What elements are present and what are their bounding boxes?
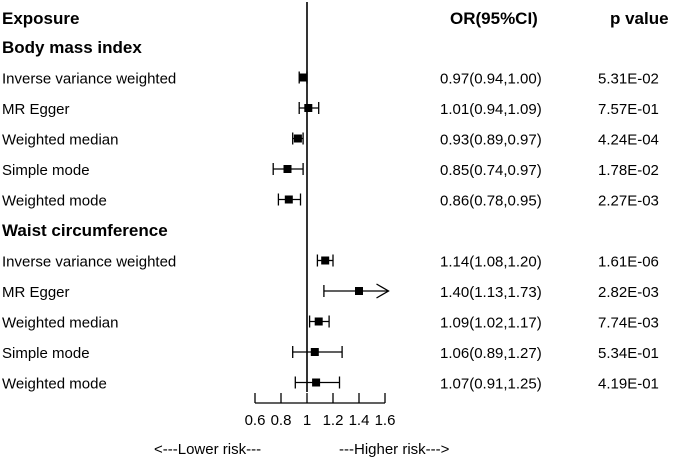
point-estimate xyxy=(304,104,313,112)
footer-lower-risk: <---Lower risk--- xyxy=(154,441,261,458)
p-value-text: 1.78E-02 xyxy=(598,162,659,179)
or-ci-text: 1.40(1.13,1.73) xyxy=(440,284,542,301)
group-title: Waist circumference xyxy=(2,221,168,240)
p-value-text: 5.34E-01 xyxy=(598,345,659,362)
point-estimate xyxy=(284,195,293,204)
method-label: MR Egger xyxy=(2,101,70,118)
point-estimate xyxy=(355,287,363,295)
p-value-text: 4.24E-04 xyxy=(598,132,659,149)
p-value-text: 2.82E-03 xyxy=(598,284,659,301)
group-title: Body mass index xyxy=(2,38,142,57)
point-estimate xyxy=(310,348,319,356)
ci-arrow xyxy=(376,283,390,299)
x-tick-label: 1.6 xyxy=(375,412,396,429)
method-label: Weighted median xyxy=(2,315,118,332)
point-estimate xyxy=(312,378,321,387)
method-label: Inverse variance weighted xyxy=(2,71,176,88)
or-ci-text: 1.01(0.94,1.09) xyxy=(440,101,542,118)
point-estimate xyxy=(321,256,330,265)
header-exposure: Exposure xyxy=(2,9,79,28)
footer-higher-risk: ---Higher risk---> xyxy=(339,441,450,458)
header-p-value: p value xyxy=(610,9,669,28)
x-axis: 0.6 0.8 1 1.2 1.4 1.6 xyxy=(245,393,396,429)
or-ci-text: 0.85(0.74,0.97) xyxy=(440,162,542,179)
or-ci-text: 1.07(0.91,1.25) xyxy=(440,376,542,393)
or-ci-text: 1.06(0.89,1.27) xyxy=(440,345,542,362)
method-label: Weighted mode xyxy=(2,376,107,393)
p-value-text: 4.19E-01 xyxy=(598,376,659,393)
or-ci-text: 1.09(1.02,1.17) xyxy=(440,315,542,332)
or-ci-text: 1.14(1.08,1.20) xyxy=(440,254,542,271)
method-label: Weighted mode xyxy=(2,193,107,210)
header-or-ci: OR(95%CI) xyxy=(450,9,538,28)
x-tick-label: 0.8 xyxy=(271,412,292,429)
forest-rows: Body mass index Inverse variance weighted… xyxy=(2,2,659,393)
x-tick-label: 0.6 xyxy=(245,412,266,429)
or-ci-text: 0.86(0.78,0.95) xyxy=(440,193,542,210)
p-value-text: 2.27E-03 xyxy=(598,193,659,210)
p-value-text: 7.74E-03 xyxy=(598,315,659,332)
or-ci-text: 0.93(0.89,0.97) xyxy=(440,132,542,149)
point-estimate xyxy=(293,134,302,143)
or-ci-text: 0.97(0.94,1.00) xyxy=(440,71,542,88)
method-label: Simple mode xyxy=(2,162,90,179)
x-tick-label: 1.2 xyxy=(323,412,344,429)
p-value-text: 5.31E-02 xyxy=(598,71,659,88)
x-tick-label: 1 xyxy=(303,412,311,429)
method-label: MR Egger xyxy=(2,284,70,301)
p-value-text: 1.61E-06 xyxy=(598,254,659,271)
method-label: Simple mode xyxy=(2,345,90,362)
method-label: Inverse variance weighted xyxy=(2,254,176,271)
point-estimate xyxy=(314,317,323,326)
method-label: Weighted median xyxy=(2,132,118,149)
point-estimate xyxy=(283,165,292,173)
x-tick-label: 1.4 xyxy=(349,412,370,429)
point-estimate xyxy=(299,73,308,82)
p-value-text: 7.57E-01 xyxy=(598,101,659,118)
